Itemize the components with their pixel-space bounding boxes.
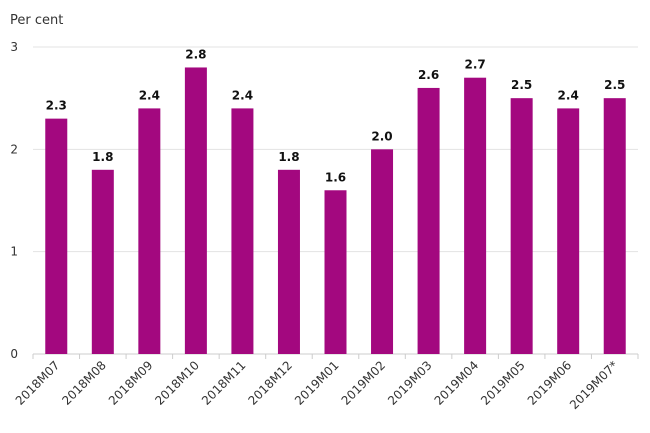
data-label-2018M11: 2.4: [232, 88, 253, 102]
bar-2019M06: [557, 108, 580, 355]
x-tick-label-2019M03: 2019M03: [385, 358, 435, 408]
bar-2018M10: [184, 67, 207, 354]
bar-2018M08: [91, 169, 114, 354]
bar-2018M07: [45, 118, 68, 354]
data-label-2019M02: 2.0: [371, 129, 392, 143]
bar-2019M02: [371, 149, 394, 354]
data-label-2018M12: 1.8: [278, 150, 299, 164]
y-tick-label: 0: [10, 347, 18, 361]
data-label-2018M09: 2.4: [139, 88, 160, 102]
bar-2019M01: [324, 190, 347, 354]
y-tick-label: 2: [10, 142, 18, 156]
data-label-2019M03: 2.6: [418, 68, 439, 82]
data-label-2019M04: 2.7: [464, 58, 485, 72]
x-tick-label-2018M07: 2018M07: [13, 358, 63, 408]
bar-2019M03: [417, 87, 440, 354]
y-axis-ticks: 0 1 2 3: [10, 40, 18, 361]
x-axis-ticks: 2018M072018M082018M092018M102018M112018M…: [13, 354, 639, 412]
x-tick-label-2018M08: 2018M08: [59, 358, 109, 408]
bar-2018M09: [138, 108, 161, 355]
x-tick-label-2018M10: 2018M10: [152, 358, 202, 408]
data-label-2019M06: 2.4: [558, 88, 579, 102]
data-label-2018M10: 2.8: [185, 47, 206, 61]
x-tick-label-2018M12: 2018M12: [245, 358, 295, 408]
x-tick-label-2019M05: 2019M05: [478, 358, 528, 408]
x-tick-label-2019M07*: 2019M07*: [567, 358, 621, 412]
data-labels: 2.3 1.8 2.4 2.8 2.4 1.8 1.6 2.0 2.6 2.7 2.5 2.4 2.5: [46, 47, 626, 184]
data-label-2018M07: 2.3: [46, 99, 67, 113]
y-tick-label: 1: [10, 245, 18, 259]
y-axis-unit-label: Per cent: [10, 13, 64, 28]
data-label-2018M08: 1.8: [92, 150, 113, 164]
bars: [45, 67, 626, 355]
bar-2019M07*: [603, 98, 626, 355]
bar-2019M04: [464, 77, 487, 354]
bar-2018M11: [231, 108, 254, 355]
x-tick-label-2018M09: 2018M09: [106, 358, 156, 408]
y-tick-label: 3: [10, 40, 18, 54]
data-label-2019M01: 1.6: [325, 170, 346, 184]
x-tick-label-2019M02: 2019M02: [339, 358, 389, 408]
x-tick-label-2019M01: 2019M01: [292, 358, 342, 408]
x-tick-label-2019M06: 2019M06: [525, 358, 575, 408]
data-label-2019M05: 2.5: [511, 78, 532, 92]
bar-2018M12: [277, 169, 300, 354]
x-tick-label-2018M11: 2018M11: [199, 358, 249, 408]
x-tick-label-2019M04: 2019M04: [432, 358, 482, 408]
data-label-2019M07*: 2.5: [604, 78, 625, 92]
bar-2019M05: [510, 98, 533, 355]
